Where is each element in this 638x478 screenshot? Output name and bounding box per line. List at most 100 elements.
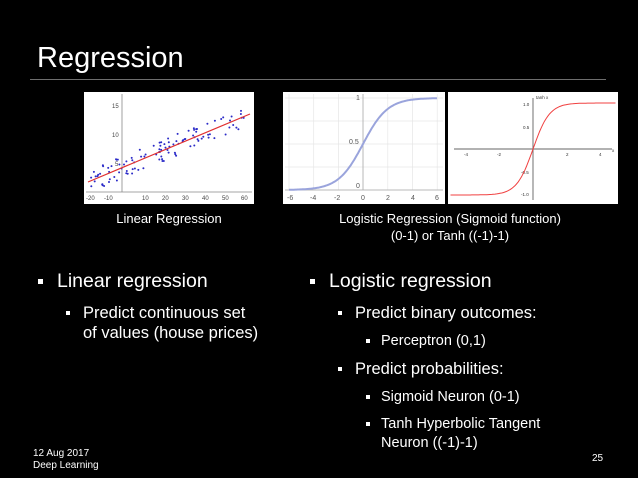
sigmoid-x-tick: -2: [334, 195, 340, 202]
scatter-point: [108, 181, 110, 183]
scatter-point: [193, 144, 196, 147]
tanh-x-tick: 2: [566, 152, 569, 157]
scatter-point: [229, 119, 231, 122]
scatter-point: [164, 146, 167, 149]
scatter-point: [196, 138, 199, 141]
scatter-point: [125, 170, 128, 172]
scatter-point: [138, 148, 141, 151]
scatter-point: [94, 175, 97, 178]
scatter-point: [152, 144, 155, 147]
scatter-point: [115, 158, 117, 161]
scatter-point: [208, 133, 211, 136]
slide-title: Regression: [37, 42, 184, 74]
scatter-point: [175, 140, 178, 143]
scatter-point: [103, 185, 106, 187]
title-divider: [30, 79, 606, 80]
scatter-point: [224, 133, 227, 136]
scatter-point: [174, 153, 177, 156]
sub-bullet-binary-outcomes: Predict binary outcomes:: [338, 303, 610, 323]
scatter-point: [222, 116, 225, 119]
bullet-linear-regression: Linear regression: [38, 270, 298, 293]
scatter-point: [183, 138, 186, 141]
scatter-point: [161, 158, 164, 161]
scatter-point: [196, 128, 198, 130]
scatter-point: [143, 155, 146, 158]
scatter-point: [110, 165, 113, 168]
scatter-point: [142, 167, 145, 170]
scatter-point: [192, 134, 195, 137]
scatter-point: [158, 158, 161, 161]
sigmoid-x-tick: 0: [361, 195, 365, 202]
scatter-point: [159, 144, 162, 147]
linear-x-tick: -20: [86, 196, 95, 202]
scatter-point: [140, 155, 143, 158]
left-bullet-column: Linear regression Predict continuous set…: [38, 270, 298, 352]
scatter-point: [166, 149, 169, 151]
page-number: 25: [592, 453, 604, 464]
scatter-point: [176, 132, 179, 135]
logistic-caption-line1: Logistic Regression (Sigmoid function): [339, 211, 561, 226]
scatter-point: [158, 141, 161, 144]
scatter-point: [107, 166, 110, 169]
linear-x-tick: 20: [162, 196, 169, 202]
linear-y-tick: 10: [112, 133, 119, 139]
linear-regression-svg: -20 -10 10 20 30 40 50 60 15 10 5: [86, 94, 252, 202]
tanh-plot: tanh x x 1.0 0.5 -0.5 -1.0 -4 -2 2 4: [448, 92, 618, 204]
bullet-square-icon: [366, 395, 370, 399]
scatter-point: [160, 155, 163, 158]
scatter-point: [193, 128, 196, 131]
scatter-point: [130, 156, 133, 159]
scatter-point: [131, 168, 134, 171]
scatter-point: [237, 128, 240, 131]
scatter-point: [92, 170, 95, 173]
scatter-point: [200, 137, 203, 140]
logistic-caption-line2: (0-1) or Tanh ((-1)-1): [390, 228, 510, 243]
tanh-x-label: x: [612, 148, 615, 153]
sub-bullet-line1: Predict continuous set: [83, 304, 246, 322]
scatter-point: [133, 167, 136, 170]
linear-x-tick: 10: [142, 196, 149, 202]
linear-x-tick: 60: [241, 196, 248, 202]
scatter-point: [167, 151, 170, 154]
regression-line: [87, 113, 251, 183]
scatter-point: [167, 137, 170, 140]
linear-y-tick: 5: [115, 162, 119, 168]
scatter-point: [125, 160, 128, 163]
scatter-point: [207, 136, 210, 139]
bullet-square-icon: [338, 367, 342, 371]
logistic-regression-caption: Logistic Regression (Sigmoid function) (…: [300, 210, 600, 244]
scatter-point: [187, 129, 190, 132]
bullet-square-icon: [366, 422, 370, 426]
scatter-point: [206, 122, 209, 125]
footer-date: 12 Aug 2017: [33, 448, 90, 459]
scatter-point: [240, 109, 242, 112]
slide-footer: 12 Aug 2017 Deep Learning: [33, 448, 99, 472]
linear-regression-caption: Linear Regression: [116, 211, 222, 226]
scatter-point: [125, 172, 128, 175]
scatter-point: [90, 185, 93, 188]
linear-x-tick: 30: [182, 196, 189, 202]
linear-x-tick: -10: [104, 196, 113, 202]
scatter-point: [118, 171, 121, 174]
footer-course: Deep Learning: [33, 460, 99, 471]
tanh-x-tick: -4: [464, 152, 468, 157]
bullet-square-icon: [338, 311, 342, 315]
scatter-point: [97, 173, 100, 176]
tanh-item-line2: Neuron ((-1)-1): [381, 435, 478, 451]
scatter-point: [137, 168, 140, 171]
tanh-y-tick: 1.0: [523, 102, 530, 107]
sigmoid-x-tick: 4: [411, 195, 415, 202]
scatter-point: [213, 137, 216, 140]
scatter-point: [173, 151, 176, 154]
scatter-point: [115, 179, 118, 182]
scatter-point: [131, 159, 134, 162]
sigmoid-x-tick: 6: [435, 195, 439, 202]
sigmoid-y-tick: 0.5: [349, 139, 359, 146]
scatter-point: [93, 180, 96, 183]
scatter-point: [131, 172, 134, 175]
tanh-y-tick: 0.5: [523, 125, 530, 130]
scatter-point: [118, 163, 121, 166]
tanh-curve: [450, 102, 616, 196]
scatter-point: [213, 119, 216, 122]
tanh-x-tick: -2: [497, 152, 501, 157]
